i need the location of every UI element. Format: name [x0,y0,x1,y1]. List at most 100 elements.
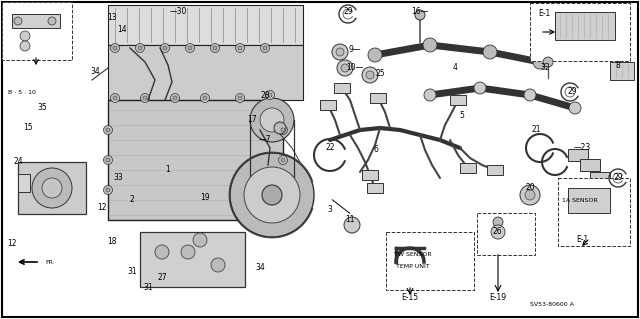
Text: 9—: 9— [349,46,361,55]
Bar [367,183,383,193]
Circle shape [113,46,117,50]
Circle shape [111,93,120,102]
Bar [568,188,610,213]
Bar [334,83,350,93]
Bar [108,100,283,220]
Bar [450,95,466,105]
Bar [110,47,301,98]
Circle shape [20,41,30,51]
Text: —23: —23 [573,144,591,152]
Bar [610,62,634,80]
Circle shape [211,43,220,53]
Circle shape [415,10,425,20]
Bar [18,162,86,214]
Circle shape [236,93,244,102]
Circle shape [113,96,117,100]
Text: 26: 26 [492,227,502,236]
Bar [555,12,615,40]
Circle shape [525,190,535,200]
Text: 14: 14 [117,26,127,34]
Circle shape [520,185,540,205]
Text: 29: 29 [343,8,353,17]
Circle shape [143,96,147,100]
Text: 34: 34 [255,263,265,271]
Circle shape [337,60,353,76]
Circle shape [493,217,503,227]
Circle shape [104,125,113,135]
Text: 17: 17 [247,115,257,124]
Circle shape [106,128,110,132]
Circle shape [366,71,374,79]
Circle shape [163,46,167,50]
Circle shape [141,93,150,102]
Circle shape [423,38,437,52]
Text: 33: 33 [113,174,123,182]
Text: TW SENSOR: TW SENSOR [394,253,432,257]
Text: TEMP UNIT: TEMP UNIT [396,264,430,270]
Circle shape [211,258,225,272]
Circle shape [336,48,344,56]
Circle shape [483,45,497,59]
Text: 3: 3 [328,205,332,214]
Bar [568,149,588,161]
Circle shape [281,158,285,162]
Circle shape [341,64,349,72]
Bar [386,232,474,290]
Text: 19: 19 [200,194,210,203]
Circle shape [543,57,553,67]
Text: 5: 5 [460,110,465,120]
Circle shape [569,102,581,114]
Circle shape [136,43,145,53]
Circle shape [200,93,209,102]
Circle shape [104,186,113,195]
Circle shape [193,233,207,247]
Text: —7: —7 [259,136,271,145]
Circle shape [260,43,269,53]
Text: 8: 8 [616,62,620,70]
Circle shape [524,89,536,101]
Text: FR·: FR· [45,259,55,264]
Circle shape [244,167,300,223]
Text: 32: 32 [540,63,550,72]
Circle shape [188,46,192,50]
Bar [460,163,476,173]
Bar [530,3,630,61]
Text: SV53-80600 A: SV53-80600 A [530,302,574,308]
Circle shape [491,225,505,239]
Circle shape [344,217,360,233]
Circle shape [260,108,284,132]
Bar [12,14,60,28]
Text: 29: 29 [567,87,577,97]
Text: 15: 15 [23,123,33,132]
Text: 31: 31 [143,283,153,292]
Text: 25: 25 [375,70,385,78]
Circle shape [278,125,287,135]
Text: 27: 27 [157,273,167,283]
Text: E-1: E-1 [538,10,550,19]
Text: 22: 22 [325,144,335,152]
Text: 11: 11 [345,216,355,225]
Circle shape [42,178,62,198]
Bar [580,159,600,171]
Circle shape [263,46,267,50]
Circle shape [230,153,314,237]
Bar [108,5,303,45]
Bar [602,186,622,198]
Circle shape [424,89,436,101]
Text: 31: 31 [127,268,137,277]
Circle shape [186,43,195,53]
Circle shape [203,96,207,100]
Circle shape [533,55,547,69]
Circle shape [161,43,170,53]
Bar [558,178,630,246]
Circle shape [48,17,56,25]
Text: 1A SENSOR: 1A SENSOR [562,197,598,203]
Circle shape [111,43,120,53]
Circle shape [173,96,177,100]
Circle shape [170,93,179,102]
Text: 2: 2 [130,196,134,204]
Circle shape [332,44,348,60]
Bar [140,232,245,287]
Circle shape [274,122,286,134]
Text: 10—: 10— [346,63,364,72]
